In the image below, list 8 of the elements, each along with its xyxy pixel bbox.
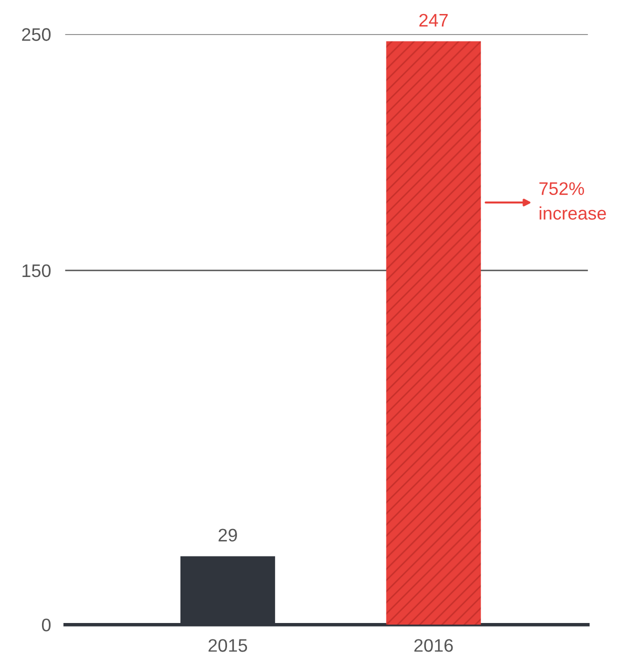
y-tick-label: 0 <box>42 618 51 632</box>
y-tick-label: 250 <box>22 28 51 41</box>
x-tick-label: 2015 <box>208 639 248 652</box>
data-label: 29 <box>218 528 237 542</box>
data-label: 247 <box>419 14 448 26</box>
y-tick-label: 150 <box>22 264 51 278</box>
annotation: 752% increase <box>539 182 606 220</box>
x-tick-label: 2016 <box>414 639 453 652</box>
